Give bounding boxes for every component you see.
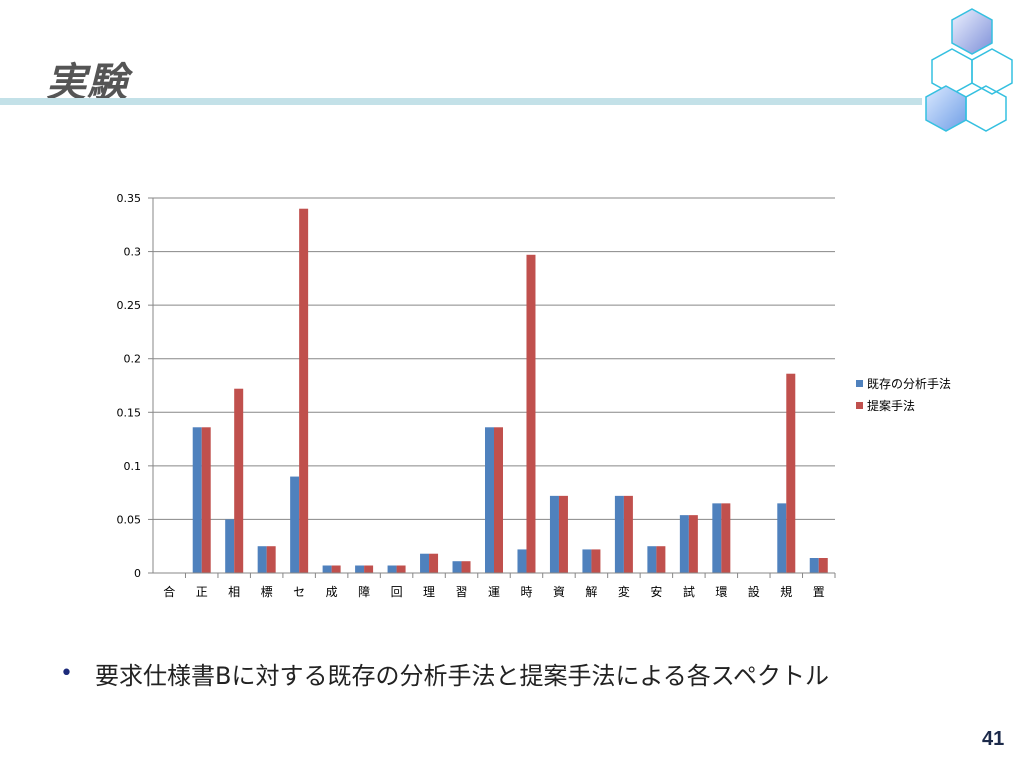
y-tick-label: 0 (134, 567, 141, 580)
bar-existing (387, 565, 397, 573)
x-tick-label: 試 (683, 584, 695, 599)
bar-existing (582, 549, 592, 573)
bars (192, 208, 828, 574)
x-tick-label: 成 (326, 585, 338, 599)
bar-existing (549, 495, 559, 573)
hexagon-decoration (925, 8, 1013, 132)
legend-label: 提案手法 (867, 398, 915, 413)
y-tick-label: 0.25 (117, 299, 142, 312)
bar-proposed (591, 549, 601, 573)
x-tick-label: 理 (423, 585, 435, 599)
x-tick-label: 解 (585, 585, 597, 599)
x-tick-label: 資 (553, 585, 565, 599)
bar-existing (225, 519, 235, 573)
x-axis-tick-labels: 合正相標セ成障回理習運時資解変安試環設規置 (163, 584, 825, 599)
x-tick-label: 時 (520, 585, 532, 599)
bar-existing (517, 549, 527, 573)
y-tick-label: 0.35 (117, 192, 142, 205)
bar-proposed (623, 495, 633, 573)
x-tick-label: 規 (780, 584, 792, 599)
x-tick-label: 運 (488, 585, 500, 599)
x-tick-label: 設 (748, 584, 760, 599)
bar-existing (614, 495, 624, 573)
bar-existing (452, 561, 462, 573)
y-tick-label: 0.15 (117, 406, 142, 419)
hexagon-top-filled (951, 8, 993, 55)
bar-existing (355, 565, 365, 573)
bar-proposed (201, 427, 211, 573)
x-tick-label: 正 (196, 585, 208, 599)
bar-existing (257, 546, 267, 573)
x-tick-label: 置 (813, 585, 825, 599)
bar-proposed (786, 373, 796, 573)
bar-existing (777, 503, 787, 573)
bar-proposed (396, 565, 406, 573)
bar-proposed (688, 515, 698, 573)
x-tick-label: セ (293, 585, 305, 599)
hexagon-bottom-right-outline (965, 85, 1007, 132)
bar-proposed (526, 254, 536, 574)
x-tick-label: 安 (650, 584, 662, 599)
bullet-dot: • (60, 661, 73, 686)
bar-proposed (461, 561, 471, 573)
bar-proposed (558, 495, 568, 573)
hexagon-middle-right-outline (971, 48, 1013, 95)
bar-proposed (266, 546, 276, 573)
bar-existing (192, 427, 202, 573)
x-tick-label: 障 (358, 584, 370, 599)
y-axis-tick-labels: 0 0.05 0.1 0.15 0.2 0.25 0.3 0.35 (117, 192, 142, 580)
x-tick-label: 回 (391, 585, 403, 599)
legend-swatch (856, 402, 863, 409)
bar-existing (290, 476, 300, 573)
bar-proposed (494, 427, 503, 573)
bar-existing (322, 565, 332, 573)
x-tick-label: 環 (715, 585, 727, 599)
x-tick-label: 習 (456, 585, 468, 599)
page-number: 41 (982, 728, 1005, 750)
bar-proposed (656, 546, 666, 573)
bullet-item: • 要求仕様書Bに対する既存の分析手法と提案手法による各スペクトル (60, 656, 829, 691)
axes (152, 198, 836, 578)
bar-proposed (364, 565, 374, 573)
x-tick-label: 相 (228, 585, 240, 599)
legend-swatch (856, 380, 863, 387)
bar-proposed (818, 558, 828, 573)
x-tick-label: 変 (618, 584, 630, 599)
y-tick-label: 0.3 (124, 246, 142, 259)
bar-proposed (234, 388, 244, 573)
x-tick-label: 標 (261, 585, 273, 599)
legend-label: 既存の分析手法 (867, 377, 951, 391)
x-tick-label: 合 (163, 584, 175, 599)
bar-proposed (721, 503, 731, 573)
bar-proposed (299, 208, 309, 573)
bar-existing (420, 553, 430, 573)
title-rule (0, 98, 922, 105)
bar-existing (647, 546, 657, 573)
bar-proposed (331, 565, 341, 573)
bar-existing (712, 503, 722, 573)
bullet-text: 要求仕様書Bに対する既存の分析手法と提案手法による各スペクトル (94, 662, 830, 690)
bar-proposed (429, 553, 439, 573)
y-tick-label: 0.2 (124, 353, 142, 366)
bar-existing (679, 515, 689, 573)
y-tick-label: 0.1 (124, 460, 142, 473)
bar-existing (809, 558, 819, 573)
bar-existing (485, 427, 494, 573)
y-tick-label: 0.05 (117, 513, 142, 526)
